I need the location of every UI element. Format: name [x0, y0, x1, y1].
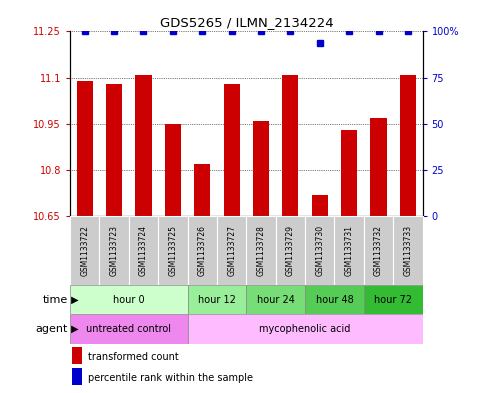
- Bar: [305, 285, 364, 314]
- Text: GSM1133725: GSM1133725: [169, 225, 177, 276]
- Text: GSM1133728: GSM1133728: [256, 225, 266, 276]
- Text: mycophenolic acid: mycophenolic acid: [259, 324, 351, 334]
- Bar: [364, 285, 423, 314]
- Text: GSM1133729: GSM1133729: [286, 225, 295, 276]
- Text: ▶: ▶: [68, 324, 79, 334]
- Bar: [187, 314, 423, 344]
- Text: GSM1133730: GSM1133730: [315, 225, 324, 276]
- Text: time: time: [43, 295, 68, 305]
- Bar: [129, 216, 158, 285]
- Title: GDS5265 / ILMN_2134224: GDS5265 / ILMN_2134224: [159, 16, 333, 29]
- Text: transformed count: transformed count: [88, 351, 178, 362]
- Bar: [194, 164, 210, 216]
- Text: hour 24: hour 24: [257, 295, 295, 305]
- Bar: [72, 347, 83, 364]
- Bar: [305, 216, 335, 285]
- Text: GSM1133731: GSM1133731: [345, 225, 354, 276]
- Text: GSM1133722: GSM1133722: [80, 225, 89, 276]
- Bar: [99, 216, 129, 285]
- Text: untreated control: untreated control: [86, 324, 171, 334]
- Bar: [276, 216, 305, 285]
- Text: hour 0: hour 0: [113, 295, 144, 305]
- Bar: [217, 216, 246, 285]
- Bar: [364, 216, 393, 285]
- Bar: [370, 118, 386, 216]
- Text: agent: agent: [35, 324, 68, 334]
- Text: GSM1133727: GSM1133727: [227, 225, 236, 276]
- Bar: [158, 216, 187, 285]
- Bar: [400, 75, 416, 216]
- Bar: [246, 285, 305, 314]
- Text: GSM1133724: GSM1133724: [139, 225, 148, 276]
- Text: hour 48: hour 48: [315, 295, 354, 305]
- Bar: [70, 285, 187, 314]
- Bar: [72, 368, 83, 386]
- Text: percentile rank within the sample: percentile rank within the sample: [88, 373, 253, 383]
- Text: GSM1133733: GSM1133733: [403, 225, 412, 276]
- Bar: [70, 314, 187, 344]
- Bar: [77, 81, 93, 216]
- Bar: [312, 195, 328, 216]
- Bar: [165, 124, 181, 216]
- Bar: [393, 216, 423, 285]
- Bar: [253, 121, 269, 216]
- Text: ▶: ▶: [68, 295, 79, 305]
- Text: hour 72: hour 72: [374, 295, 412, 305]
- Bar: [334, 216, 364, 285]
- Text: GSM1133726: GSM1133726: [198, 225, 207, 276]
- Bar: [106, 84, 122, 216]
- Bar: [283, 75, 298, 216]
- Bar: [70, 216, 99, 285]
- Text: GSM1133723: GSM1133723: [110, 225, 119, 276]
- Bar: [187, 216, 217, 285]
- Bar: [187, 285, 246, 314]
- Bar: [341, 130, 357, 216]
- Text: GSM1133732: GSM1133732: [374, 225, 383, 276]
- Bar: [224, 84, 240, 216]
- Bar: [246, 216, 276, 285]
- Text: hour 12: hour 12: [198, 295, 236, 305]
- Bar: [135, 75, 152, 216]
